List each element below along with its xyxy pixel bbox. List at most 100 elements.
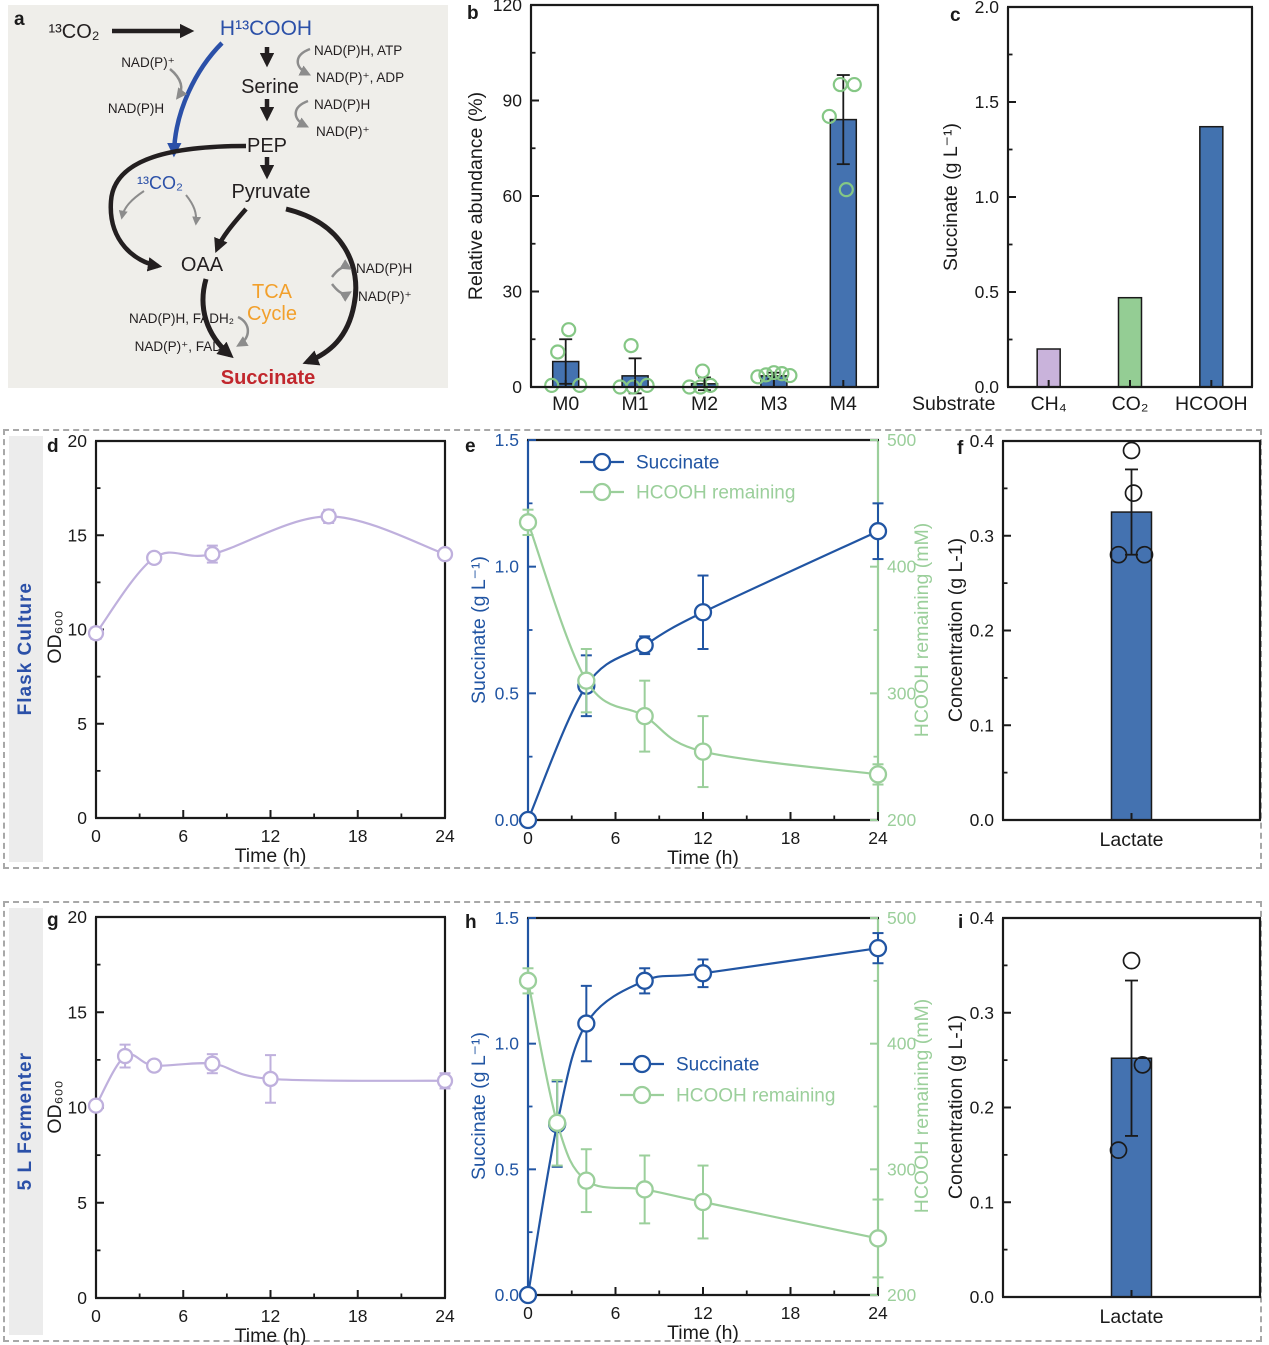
svg-text:15: 15: [68, 525, 87, 545]
svg-text:90: 90: [503, 91, 523, 111]
svg-text:0.2: 0.2: [970, 1098, 994, 1118]
svg-text:1.0: 1.0: [975, 187, 1000, 207]
label-nadp-r2: NAD(P)⁺: [358, 289, 412, 304]
arrow-pep-to-oaa: [108, 143, 247, 272]
svg-text:12: 12: [693, 828, 712, 848]
svg-text:6: 6: [178, 1306, 188, 1326]
svg-text:500: 500: [887, 430, 916, 450]
panel-letter-h: h: [465, 912, 477, 933]
svg-text:120: 120: [493, 0, 522, 15]
svg-text:6: 6: [611, 828, 621, 848]
svg-text:0: 0: [523, 1303, 533, 1323]
svg-text:Concentration (g L-1): Concentration (g L-1): [945, 538, 967, 722]
cofactor-arrow-tca-up: [331, 259, 352, 278]
svg-text:HCOOH remaining (mM): HCOOH remaining (mM): [911, 523, 933, 738]
svg-text:200: 200: [887, 810, 916, 830]
svg-text:12: 12: [261, 1306, 280, 1326]
svg-text:HCOOH remaining: HCOOH remaining: [636, 483, 795, 504]
chart-od600-flask: 0 5 10 15 20 0 6 12 18 24 OD₆₀₀ Time (h): [46, 431, 455, 867]
label-co2-top: ¹³CO₂: [48, 21, 99, 43]
pathway-diagram: ¹³CO₂ H¹³COOH NAD(P)⁺ NAD(P)H NAD(P)H, A…: [48, 17, 412, 388]
svg-text:M1: M1: [622, 393, 649, 415]
label-nadph-left: NAD(P)H: [108, 101, 164, 116]
label-tca-2: Cycle: [247, 303, 297, 325]
svg-text:Time (h): Time (h): [235, 1325, 307, 1345]
svg-text:500: 500: [887, 908, 916, 928]
svg-text:Lactate: Lactate: [1100, 1306, 1164, 1328]
svg-text:0: 0: [91, 826, 101, 846]
svg-text:M0: M0: [552, 393, 579, 415]
svg-text:18: 18: [348, 826, 367, 846]
svg-text:400: 400: [887, 1034, 916, 1054]
cofactor-arrow-bottom-left: [236, 315, 250, 347]
arrow-pyruvate-to-oaa: [214, 207, 248, 253]
svg-text:0.2: 0.2: [970, 621, 994, 641]
svg-text:2.0: 2.0: [975, 0, 1000, 17]
label-nadp-adp: NAD(P)⁺, ADP: [316, 70, 404, 85]
chart-succinate-hcooh-fermenter: 0.0 0.5 1.0 1.5 200 300 400 500 0 6 12 18 24 Succinat…: [468, 908, 933, 1344]
flask-culture-label: Flask Culture: [15, 582, 36, 716]
label-pep: PEP: [247, 135, 287, 157]
label-oaa: OAA: [181, 254, 224, 276]
svg-text:Concentration (g L-1): Concentration (g L-1): [945, 1015, 967, 1199]
label-nadph-atp: NAD(P)H, ATP: [314, 43, 402, 58]
panel-letter-d: d: [47, 436, 59, 457]
svg-text:1.5: 1.5: [975, 92, 999, 112]
svg-text:300: 300: [887, 683, 916, 703]
chart-relative-abundance: 0 30 60 90 120 M0 M1 M2 M3 M4 Relative abundance (…: [465, 0, 880, 415]
svg-text:Time (h): Time (h): [667, 847, 739, 869]
svg-text:30: 30: [503, 282, 523, 302]
co2-gray-arrow-1: [118, 190, 145, 220]
tca-right-arc: [285, 206, 359, 366]
svg-text:6: 6: [178, 826, 188, 846]
label-serine: Serine: [241, 76, 299, 98]
svg-text:0.3: 0.3: [970, 1003, 994, 1023]
svg-text:Succinate (g L⁻¹): Succinate (g L⁻¹): [468, 556, 490, 704]
svg-text:1.5: 1.5: [495, 908, 519, 928]
svg-text:OD₆₀₀: OD₆₀₀: [46, 610, 66, 663]
svg-text:0.4: 0.4: [970, 431, 995, 451]
cofactor-arrow-r1: [296, 47, 312, 76]
svg-text:0: 0: [77, 1288, 87, 1308]
svg-text:Succinate (g L⁻¹): Succinate (g L⁻¹): [468, 1032, 490, 1180]
co2-gray-arrow-2: [185, 194, 202, 226]
svg-text:400: 400: [887, 557, 916, 577]
svg-text:0.4: 0.4: [970, 908, 995, 928]
panel-letter-e: e: [465, 436, 476, 457]
panel-letter-g: g: [47, 910, 59, 931]
label-hcooh: H¹³COOH: [220, 17, 312, 40]
svg-text:M4: M4: [830, 393, 857, 415]
panel-letter-a: a: [14, 9, 25, 30]
label-nadp-r1: NAD(P)⁺: [316, 124, 370, 139]
svg-text:0.5: 0.5: [495, 683, 519, 703]
flask-culture-strip: Flask Culture: [9, 436, 43, 862]
svg-text:24: 24: [435, 826, 455, 846]
svg-text:10: 10: [68, 1098, 88, 1118]
label-nadp-left: NAD(P)⁺: [121, 55, 175, 70]
svg-text:0.3: 0.3: [970, 526, 994, 546]
svg-text:0: 0: [91, 1306, 101, 1326]
label-co2-blue: ¹³CO₂: [137, 173, 183, 193]
svg-text:Time (h): Time (h): [667, 1322, 739, 1344]
svg-text:M2: M2: [691, 393, 718, 415]
arrow-hcooh-to-co2-blue: [167, 41, 224, 158]
svg-text:20: 20: [68, 907, 88, 927]
cofactor-arrow-r2: [294, 99, 310, 128]
svg-text:Succinate: Succinate: [636, 453, 719, 474]
svg-text:0.5: 0.5: [495, 1159, 519, 1179]
svg-text:1.5: 1.5: [495, 430, 519, 450]
svg-text:24: 24: [868, 1303, 888, 1323]
svg-text:HCOOH remaining (mM): HCOOH remaining (mM): [911, 999, 933, 1214]
svg-text:5: 5: [77, 714, 87, 734]
panel-letter-f: f: [957, 438, 964, 459]
svg-text:0: 0: [77, 808, 87, 828]
cofactor-arrow-tca-down: [331, 283, 352, 302]
label-nadph-r1: NAD(P)H: [314, 97, 370, 112]
svg-text:0.1: 0.1: [970, 1192, 994, 1212]
svg-text:12: 12: [693, 1303, 712, 1323]
svg-text:0.1: 0.1: [970, 715, 994, 735]
svg-text:0: 0: [523, 828, 533, 848]
panel-letter-b: b: [467, 3, 479, 24]
svg-text:12: 12: [261, 826, 280, 846]
